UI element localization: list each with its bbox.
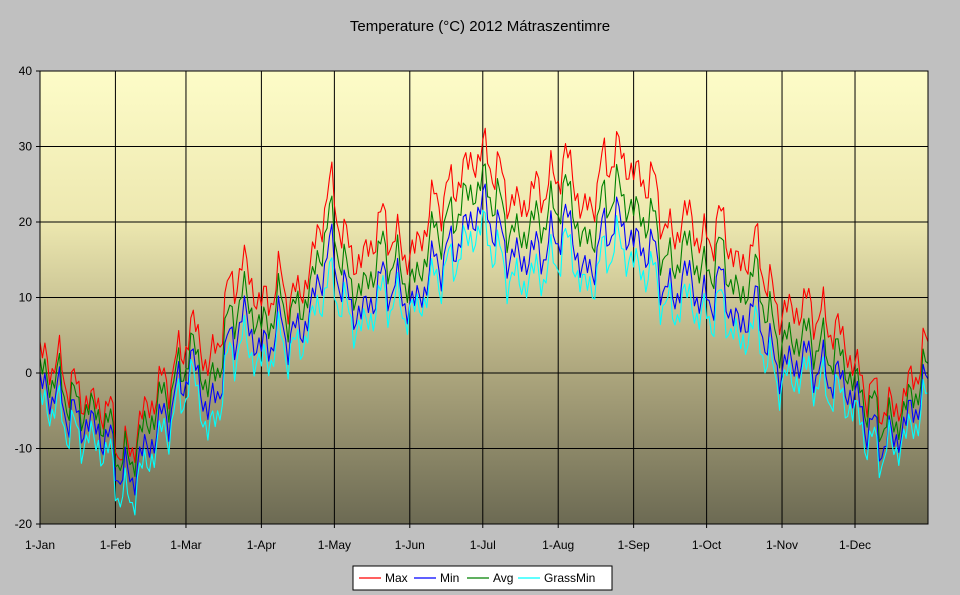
y-tick-label: 10	[19, 291, 33, 305]
series-line-max	[39, 127, 929, 463]
series-line-avg	[39, 163, 929, 477]
x-tick-label: 1-Nov	[766, 538, 798, 552]
y-tick-label: -20	[15, 517, 33, 531]
axes: -20 -10 0 10 20 30 40 1-Jan 1-Feb 1-Mar 1-Apr 1-May…	[15, 64, 871, 552]
series-line-grassmin	[39, 209, 929, 516]
y-tick-label: 40	[19, 64, 33, 78]
legend-label: Max	[385, 571, 408, 585]
x-tick-label: 1-Jul	[470, 538, 496, 552]
x-tick-label: 1-Feb	[100, 538, 132, 552]
x-tick-label: 1-May	[318, 538, 351, 552]
series-line-min	[39, 183, 929, 496]
legend-label: GrassMin	[544, 571, 595, 585]
x-tick-label: 1-Jun	[395, 538, 425, 552]
x-tick-label: 1-Sep	[618, 538, 650, 552]
series-layer	[39, 127, 929, 516]
legend-label: Avg	[493, 571, 513, 585]
x-tick-label: 1-Jan	[25, 538, 55, 552]
y-tick-label: 20	[19, 215, 33, 229]
legend-label: Min	[440, 571, 459, 585]
x-tick-label: 1-Dec	[839, 538, 871, 552]
chart-title: Temperature (°C) 2012 Mátraszentimre	[350, 18, 610, 35]
y-tick-label: -10	[15, 442, 33, 456]
y-tick-label: 0	[25, 366, 32, 380]
x-tick-label: 1-Mar	[170, 538, 201, 552]
x-tick-label: 1-Oct	[692, 538, 722, 552]
x-tick-label: 1-Apr	[247, 538, 276, 552]
legend: Max Min Avg GrassMin	[352, 565, 613, 591]
y-tick-label: 30	[19, 140, 33, 154]
x-tick-label: 1-Aug	[542, 538, 574, 552]
